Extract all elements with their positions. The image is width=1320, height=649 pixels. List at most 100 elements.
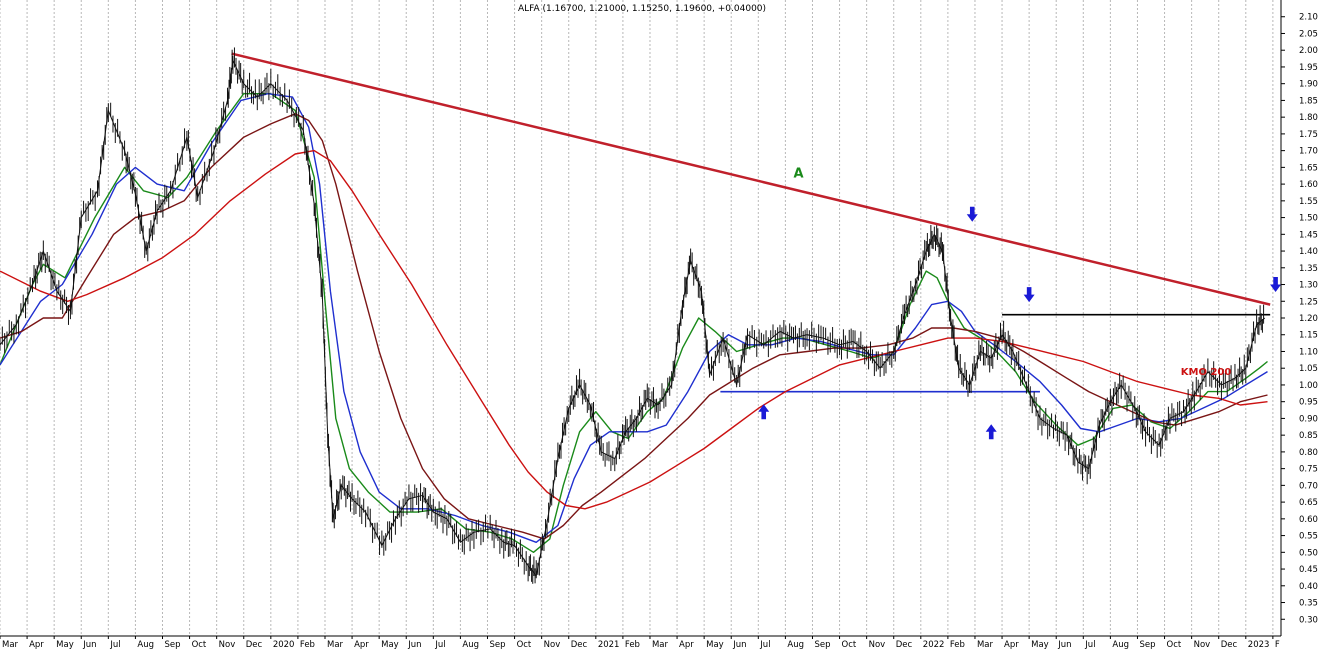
x-tick-label: Jul: [759, 640, 770, 649]
x-tick-label: Feb: [300, 640, 315, 649]
series-line: [0, 149, 1268, 510]
x-tick-label: Nov: [544, 640, 561, 649]
y-tick-label: 0.75: [1299, 465, 1318, 475]
y-tick-label: 1.00: [1299, 381, 1318, 391]
y-tick-label: 1.20: [1299, 314, 1318, 324]
x-tick-label: May: [706, 640, 724, 649]
x-tick-label: Dec: [896, 640, 913, 649]
y-tick-label: 0.50: [1299, 548, 1318, 558]
x-axis: Mar Apr May Jun Jul Aug Sep Oct Nov Dec 2020 Feb Mar…: [0, 635, 1281, 649]
y-tick-label: 0.45: [1299, 565, 1318, 575]
annotations: A KMO 200: [794, 166, 1232, 377]
x-tick-label: Dec: [246, 640, 263, 649]
x-tick-label: Feb: [625, 640, 640, 649]
x-tick-label: Aug: [137, 640, 154, 649]
x-tick-label: Aug: [462, 640, 479, 649]
y-tick-label: 1.30: [1299, 281, 1318, 291]
y-axis: 2.10 2.05 2.00 1.95 1.90 1.85 1.80 1.75 1.70 1.65…: [1280, 0, 1318, 636]
x-tick-label: Sep: [814, 640, 830, 649]
x-tick-label: Mar: [327, 640, 344, 649]
y-tick-label: 1.10: [1299, 347, 1318, 357]
y-tick-label: 0.65: [1299, 498, 1318, 508]
x-tick-label: Mar: [2, 640, 19, 649]
y-tick-label: 1.75: [1299, 130, 1318, 140]
y-tick-label: 1.25: [1299, 297, 1318, 307]
y-tick-label: 1.90: [1299, 80, 1318, 90]
y-tick-label: 1.05: [1299, 364, 1318, 374]
y-tick-label: 1.35: [1299, 264, 1318, 274]
x-tick-label: May: [1031, 640, 1049, 649]
y-tick-label: 0.80: [1299, 448, 1318, 458]
y-tick-label: 2.10: [1299, 13, 1318, 23]
arrow-down-icon: [1270, 277, 1282, 293]
x-tick-label: Jul: [434, 640, 445, 649]
x-tick-label: Sep: [489, 640, 505, 649]
x-tick-label: F: [1275, 640, 1280, 649]
y-tick-label: 1.40: [1299, 247, 1318, 257]
x-tick-label: Nov: [1194, 640, 1211, 649]
y-tick-label: 1.95: [1299, 63, 1318, 73]
y-tick-label: 0.55: [1299, 532, 1318, 542]
arrow-down-icon: [966, 206, 978, 222]
x-tick-label: Oct: [1167, 640, 1182, 649]
x-tick-label: 2021: [598, 640, 620, 649]
x-tick-label: Mar: [652, 640, 669, 649]
y-tick-label: 1.70: [1299, 147, 1318, 157]
x-tick-label: Nov: [219, 640, 236, 649]
y-tick-label: 1.50: [1299, 214, 1318, 224]
y-tick-label: 0.35: [1299, 599, 1318, 609]
x-tick-label: Feb: [950, 640, 965, 649]
price-bars: [0, 47, 1266, 584]
y-tick-label: 0.70: [1299, 481, 1318, 491]
y-tick-label: 0.60: [1299, 515, 1318, 525]
x-tick-label: 2022: [923, 640, 945, 649]
x-tick-label: Mar: [977, 640, 994, 649]
trendline: [231, 52, 1271, 306]
x-tick-label: Apr: [29, 640, 44, 649]
chart-title: ALFA (1.16700, 1.21000, 1.15250, 1.19600…: [518, 4, 766, 14]
x-tick-label: Apr: [354, 640, 369, 649]
signal-arrows: [758, 206, 1282, 440]
x-tick-label: Jun: [407, 640, 421, 649]
x-tick-label: Oct: [517, 640, 532, 649]
trendlines: [231, 52, 1271, 393]
x-tick-label: Sep: [1139, 640, 1155, 649]
y-tick-label: 2.05: [1299, 29, 1318, 39]
x-tick-label: Jun: [732, 640, 746, 649]
x-tick-label: Oct: [192, 640, 207, 649]
x-tick-label: Oct: [842, 640, 857, 649]
y-tick-label: 2.00: [1299, 46, 1318, 56]
x-tick-label: Jul: [109, 640, 120, 649]
x-tick-label: Apr: [1004, 640, 1019, 649]
y-tick-label: 0.40: [1299, 582, 1318, 592]
x-tick-label: Dec: [1221, 640, 1238, 649]
x-tick-label: Sep: [164, 640, 180, 649]
y-tick-label: 1.60: [1299, 180, 1318, 190]
x-tick-label: Jun: [82, 640, 96, 649]
x-tick-label: 2020: [273, 640, 295, 649]
y-tick-label: 1.55: [1299, 197, 1318, 207]
x-tick-label: Aug: [1112, 640, 1129, 649]
x-tick-label: Dec: [571, 640, 588, 649]
arrow-up-icon: [758, 404, 770, 420]
y-tick-label: 1.85: [1299, 96, 1318, 106]
arrow-down-icon: [1023, 287, 1035, 303]
y-tick-label: 1.80: [1299, 113, 1318, 123]
x-tick-label: Jun: [1057, 640, 1071, 649]
annotation-kmo-200: KMO 200: [1181, 367, 1232, 378]
y-tick-label: 1.15: [1299, 331, 1318, 341]
y-tick-label: 0.30: [1299, 615, 1318, 625]
y-tick-label: 0.85: [1299, 431, 1318, 441]
y-tick-label: 1.45: [1299, 230, 1318, 240]
y-tick-label: 0.90: [1299, 414, 1318, 424]
x-tick-label: May: [56, 640, 74, 649]
annotation-a: A: [794, 166, 804, 181]
y-tick-label: 0.95: [1299, 398, 1318, 408]
y-tick-label: 1.65: [1299, 163, 1318, 173]
x-tick-label: Aug: [787, 640, 804, 649]
series-line: [0, 113, 1268, 540]
x-tick-label: Apr: [679, 640, 694, 649]
x-tick-label: 2023: [1248, 640, 1270, 649]
